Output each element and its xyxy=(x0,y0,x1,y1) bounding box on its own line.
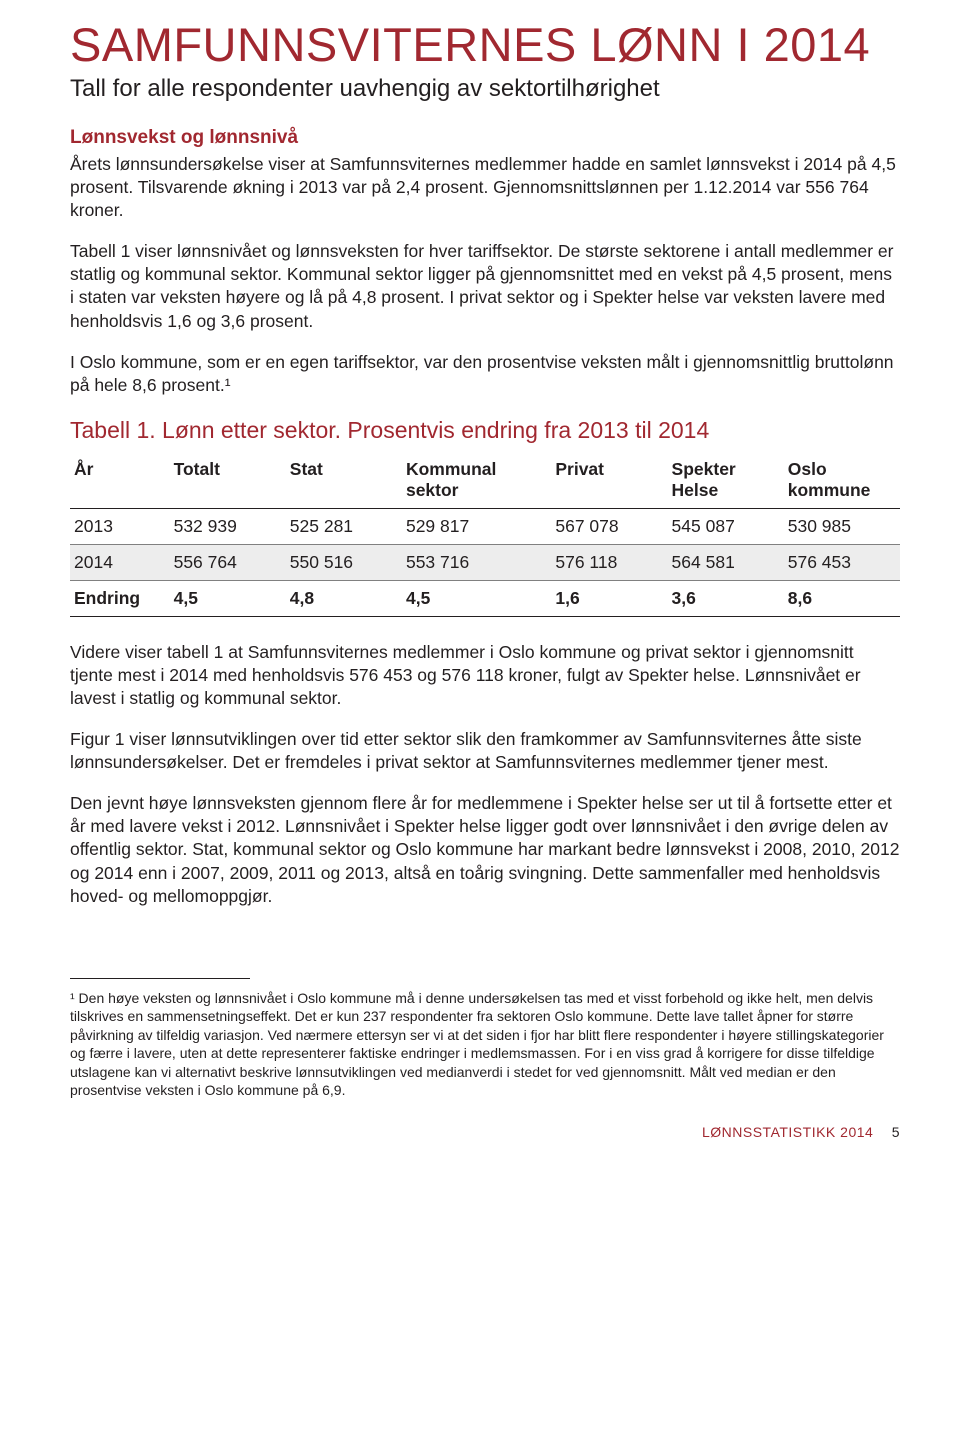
footnote: ¹ Den høye veksten og lønnsnivået i Oslo… xyxy=(70,989,900,1100)
table-cell: 576 118 xyxy=(551,544,667,580)
table-cell: 545 087 xyxy=(668,508,784,544)
paragraph: Årets lønnsundersøkelse viser at Samfunn… xyxy=(70,153,900,222)
col-header: Stat xyxy=(290,459,323,479)
table-cell: 2013 xyxy=(70,508,170,544)
footer-label: LØNNSSTATISTIKK 2014 xyxy=(702,1124,873,1140)
table-cell: 4,5 xyxy=(170,580,286,616)
page-title: SAMFUNNSVITERNES LØNN I 2014 xyxy=(70,20,900,69)
table-header-row: År Totalt Stat Kommunalsektor Privat Spe… xyxy=(70,452,900,509)
table-cell: 8,6 xyxy=(784,580,900,616)
page-subtitle: Tall for alle respondenter uavhengig av … xyxy=(70,75,900,103)
col-header-sub: sektor xyxy=(406,480,459,500)
table-cell: 3,6 xyxy=(668,580,784,616)
table-cell: 532 939 xyxy=(170,508,286,544)
table-cell: 576 453 xyxy=(784,544,900,580)
salary-table: År Totalt Stat Kommunalsektor Privat Spe… xyxy=(70,452,900,617)
table-cell: 556 764 xyxy=(170,544,286,580)
table-cell: 1,6 xyxy=(551,580,667,616)
paragraph: Tabell 1 viser lønnsnivået og lønnsvekst… xyxy=(70,240,900,332)
paragraph: Figur 1 viser lønnsutviklingen over tid … xyxy=(70,728,900,774)
col-header: År xyxy=(74,459,93,479)
table-cell: 4,5 xyxy=(402,580,551,616)
col-header: Totalt xyxy=(174,459,220,479)
table-cell: 567 078 xyxy=(551,508,667,544)
page-number: 5 xyxy=(892,1124,900,1140)
footnote-rule xyxy=(70,978,250,979)
section-heading: Lønnsvekst og lønnsnivå xyxy=(70,127,900,149)
table-cell: 550 516 xyxy=(286,544,402,580)
table-cell: 525 281 xyxy=(286,508,402,544)
page-footer: LØNNSSTATISTIKK 2014 5 xyxy=(70,1124,900,1140)
table-title: Tabell 1. Lønn etter sektor. Prosentvis … xyxy=(70,417,900,444)
paragraph: I Oslo kommune, som er en egen tariffsek… xyxy=(70,351,900,397)
col-header-sub: Helse xyxy=(672,480,719,500)
col-header: Kommunal xyxy=(406,459,496,479)
col-header: Oslo xyxy=(788,459,827,479)
table-cell: Endring xyxy=(70,580,170,616)
col-header-sub: kommune xyxy=(788,480,871,500)
paragraph: Den jevnt høye lønnsveksten gjennom fler… xyxy=(70,792,900,907)
table-row: Endring 4,5 4,8 4,5 1,6 3,6 8,6 xyxy=(70,580,900,616)
table-cell: 564 581 xyxy=(668,544,784,580)
table-cell: 529 817 xyxy=(402,508,551,544)
table-cell: 2014 xyxy=(70,544,170,580)
table-row: 2014 556 764 550 516 553 716 576 118 564… xyxy=(70,544,900,580)
table-cell: 4,8 xyxy=(286,580,402,616)
col-header: Privat xyxy=(555,459,604,479)
col-header: Spekter xyxy=(672,459,736,479)
table-row: 2013 532 939 525 281 529 817 567 078 545… xyxy=(70,508,900,544)
table-cell: 553 716 xyxy=(402,544,551,580)
table-cell: 530 985 xyxy=(784,508,900,544)
paragraph: Videre viser tabell 1 at Samfunnsviterne… xyxy=(70,641,900,710)
